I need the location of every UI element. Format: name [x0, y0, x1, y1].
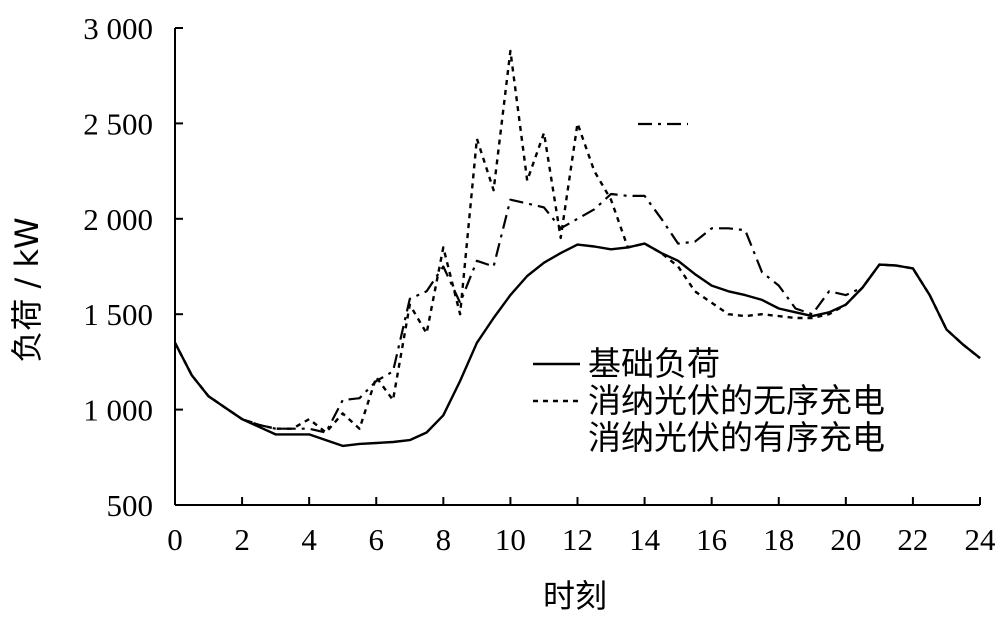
- y-tick-label: 500: [107, 488, 154, 523]
- x-tick-label: 8: [436, 522, 452, 557]
- y-tick-label: 2 000: [83, 202, 153, 237]
- series-line-1: [173, 49, 981, 434]
- legend-label-2: 消纳光伏的有序充电: [588, 418, 885, 457]
- series-line-0: [173, 242, 981, 448]
- y-axis-title: 负荷 / kW: [8, 217, 46, 362]
- series-line-2: [174, 192, 981, 434]
- x-tick-label: 24: [965, 522, 997, 557]
- y-tick-label: 2 500: [83, 106, 153, 141]
- x-tick-label: 0: [167, 522, 183, 557]
- series-layer: [173, 49, 981, 448]
- x-tick-label: 14: [629, 522, 661, 557]
- x-tick-label: 10: [495, 522, 526, 557]
- x-tick-label: 16: [696, 522, 727, 557]
- x-tick-label: 2: [234, 522, 250, 557]
- x-tick-label: 20: [830, 522, 861, 557]
- x-tick-label: 4: [301, 522, 317, 557]
- y-tick-label: 1 500: [83, 297, 153, 332]
- x-tick-label: 12: [562, 522, 593, 557]
- x-tick-label: 6: [369, 522, 385, 557]
- y-tick-label: 3 000: [83, 11, 153, 46]
- legend-label-0: 基础负荷: [588, 344, 720, 383]
- x-tick-label: 22: [897, 522, 928, 557]
- y-tick-label: 1 000: [83, 393, 153, 428]
- legend-label-1: 消纳光伏的无序充电: [588, 381, 885, 420]
- x-tick-label: 18: [763, 522, 794, 557]
- x-axis-title: 时刻: [543, 577, 607, 615]
- x-ticks: 0 2 4 6 8 10 12 14 16 18 20 22 24: [167, 497, 996, 557]
- y-ticks: 500 1 000 1 500 2 000 2 500 3 000: [83, 11, 183, 523]
